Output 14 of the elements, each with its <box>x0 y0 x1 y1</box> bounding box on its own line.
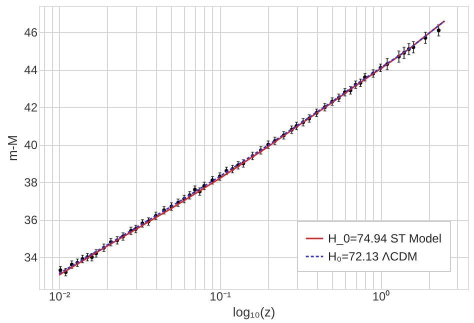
y-tick-label: 42 <box>24 100 38 115</box>
y-tick-label: 40 <box>24 138 38 152</box>
legend-label: H₀=72.13 ΛCDM <box>328 250 418 264</box>
y-tick-label: 38 <box>24 176 38 190</box>
y-tick-label: 44 <box>24 63 38 78</box>
x-tick-label: 10⁻¹ <box>210 290 231 304</box>
y-tick-label: 34 <box>24 250 38 265</box>
y-tick-label: 36 <box>24 213 38 228</box>
legend-label: H_0=74.94 ST Model <box>328 232 442 246</box>
x-tick-label: 10⁻² <box>48 290 70 304</box>
y-tick-label: 46 <box>24 26 38 40</box>
x-axis-title: log₁₀(z) <box>232 304 276 320</box>
y-axis-title: m-M <box>5 135 20 161</box>
x-tick-label: 10⁰ <box>372 290 390 304</box>
